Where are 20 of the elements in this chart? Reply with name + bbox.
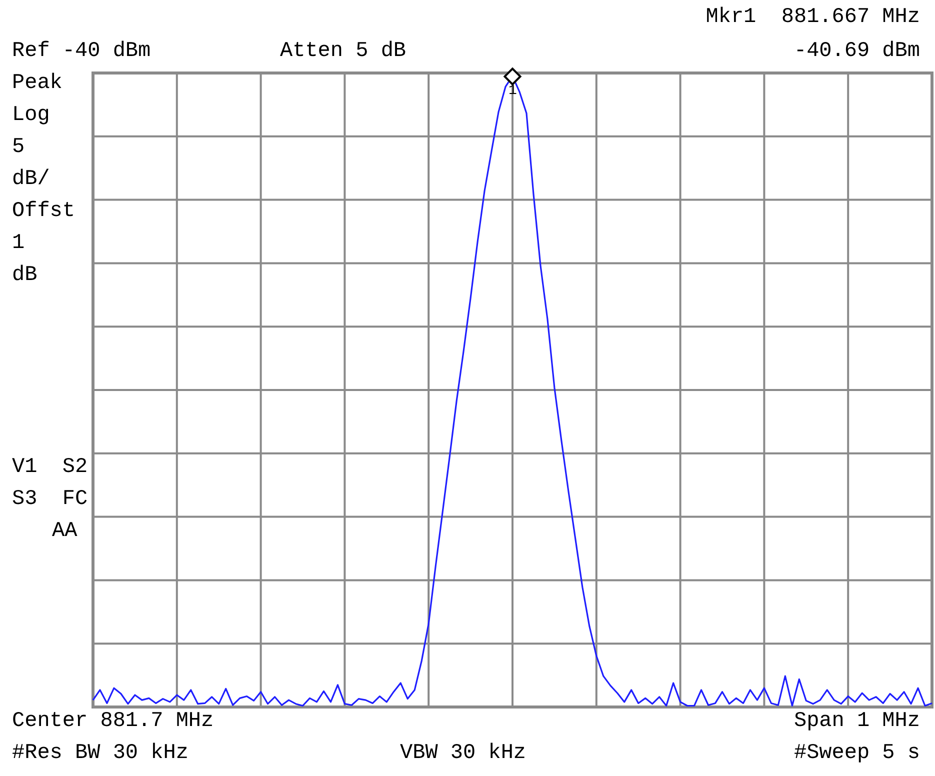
- text: 5: [12, 136, 25, 160]
- text: #Res BW 30 kHz: [12, 742, 188, 766]
- text: V1 S2: [12, 456, 88, 480]
- text: Center 881.7 MHz: [12, 710, 214, 734]
- text: AA: [52, 520, 78, 544]
- text: Offst: [12, 200, 76, 224]
- text: S3 FC: [12, 488, 88, 512]
- text: VBW 30 kHz: [400, 742, 526, 766]
- text: dB: [12, 264, 38, 288]
- text: Log: [12, 104, 50, 128]
- text: Peak: [12, 72, 62, 96]
- text: Mkr1 881.667 MHz: [706, 6, 920, 30]
- text: -40.69 dBm: [794, 40, 920, 64]
- text: #Sweep 5 s: [794, 742, 920, 766]
- text: Span 1 MHz: [794, 710, 920, 734]
- text: Atten 5 dB: [280, 40, 406, 64]
- annotation: 1: [508, 83, 517, 99]
- text: Ref -40 dBm: [12, 40, 151, 64]
- text: dB/: [12, 168, 50, 192]
- text: 1: [12, 232, 25, 256]
